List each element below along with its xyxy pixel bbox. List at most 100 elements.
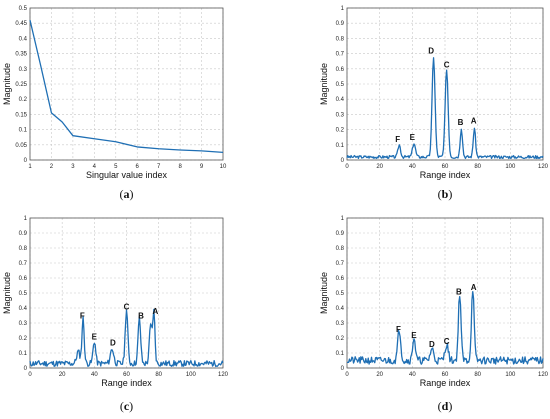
peak-label-b: B (458, 118, 464, 127)
x-tick-label: 100 (505, 372, 516, 378)
x-tick-label: 2 (50, 164, 54, 170)
x-axis-label: Singular value index (86, 170, 168, 180)
y-tick-label: 0.9 (19, 231, 28, 237)
peak-label-a: A (471, 283, 477, 292)
peak-label-d: D (428, 47, 434, 56)
y-tick-label: 0.9 (336, 21, 345, 27)
y-tick-label: 0.1 (19, 351, 28, 357)
y-tick-label: 0.7 (336, 261, 345, 267)
plot-frame (29, 7, 224, 161)
caption-open: ( (120, 399, 124, 413)
y-tick-label: 0.5 (336, 291, 345, 297)
caption-open: ( (438, 399, 442, 413)
x-tick-label: 0 (28, 372, 32, 378)
panel-caption: (d) (438, 399, 453, 413)
x-tick-label: 80 (155, 372, 162, 378)
y-tick-label: 0.2 (19, 97, 28, 103)
caption-open: ( (120, 187, 124, 201)
y-axis-label: Magnitude (2, 272, 12, 314)
x-tick-label: 6 (136, 164, 140, 170)
plot-frame (346, 7, 544, 161)
y-tick-label: 0.1 (336, 351, 345, 357)
y-tick-label: 0 (341, 158, 345, 164)
caption-close: ) (448, 399, 452, 413)
x-tick-label: 80 (474, 372, 481, 378)
peak-label-e: E (411, 331, 417, 340)
y-tick-label: 0.7 (19, 261, 28, 267)
peak-label-b: B (456, 288, 462, 297)
y-tick-label: 0.2 (336, 336, 345, 342)
y-tick-label: 0.6 (336, 276, 345, 282)
peak-label-a: A (153, 307, 159, 316)
y-tick-label: 0.5 (19, 291, 28, 297)
caption-close: ) (129, 399, 133, 413)
y-axis-label: Magnitude (319, 63, 329, 105)
y-tick-label: 0.1 (19, 128, 28, 134)
peak-label-e: E (92, 333, 98, 342)
x-tick-label: 60 (442, 372, 449, 378)
x-tick-label: 60 (442, 164, 449, 170)
caption-open: ( (438, 187, 442, 201)
x-axis-label: Range index (420, 170, 471, 180)
panel-caption: (c) (120, 399, 133, 413)
caption-letter: c (124, 399, 130, 413)
caption-close: ) (130, 187, 134, 201)
x-axis-label: Range index (101, 378, 152, 388)
peak-label-e: E (410, 133, 416, 142)
y-tick-label: 0.9 (336, 231, 345, 237)
chart-b: 0 20 40 60 80 100 120 0 0.1 0.2 0.3 0.4 0.5 0.6 0.7 0.8… (319, 6, 549, 201)
y-tick-label: 0.5 (19, 6, 28, 12)
y-tick-label: 0.6 (336, 67, 345, 73)
y-tick-label: 0.4 (19, 306, 28, 312)
x-tick-label: 0 (345, 372, 349, 378)
peak-label-b: B (138, 312, 144, 321)
x-tick-label: 100 (186, 372, 197, 378)
y-tick-label: 0.4 (336, 306, 345, 312)
y-axis-label: Magnitude (319, 272, 329, 314)
y-tick-label: 0.2 (336, 128, 345, 134)
chart-c: 0 20 40 60 80 100 120 0 0.1 0.2 0.3 0.4 0.5 0.6 0.7 0.8… (2, 216, 229, 413)
peak-label-d: D (429, 340, 435, 349)
y-tick-label: 0.4 (19, 36, 28, 42)
x-tick-label: 120 (538, 164, 549, 170)
x-tick-label: 40 (91, 372, 98, 378)
x-tick-label: 0 (345, 164, 349, 170)
x-axis-label: Range index (420, 378, 471, 388)
series-line (29, 20, 224, 154)
y-tick-label: 0.05 (15, 143, 27, 149)
x-tick-label: 40 (409, 164, 416, 170)
x-tick-label: 10 (220, 164, 227, 170)
y-tick-label: 0.8 (19, 246, 28, 252)
x-tick-label: 120 (218, 372, 229, 378)
y-tick-label: 0.8 (336, 36, 345, 42)
y-axis-label: Magnitude (2, 63, 12, 105)
y-tick-label: 0.8 (336, 246, 345, 252)
series-line (29, 308, 224, 368)
x-tick-label: 120 (538, 372, 549, 378)
peak-label-f: F (80, 312, 85, 321)
x-tick-label: 20 (376, 164, 383, 170)
y-tick-label: 0.3 (336, 112, 345, 118)
caption-letter: b (442, 187, 449, 201)
caption-close: ) (448, 187, 452, 201)
panel-caption: (b) (438, 187, 453, 201)
y-tick-label: 0.35 (15, 52, 27, 58)
x-tick-label: 80 (474, 164, 481, 170)
x-tick-label: 20 (59, 372, 66, 378)
y-tick-label: 0.5 (336, 82, 345, 88)
chart-a: 1 2 3 4 5 6 7 8 9 10 0 0.05 0.1 0.15 0.2 0.25 0.3 0.35 0.4… (2, 6, 227, 201)
x-tick-label: 100 (505, 164, 516, 170)
x-tick-label: 8 (178, 164, 182, 170)
y-tick-label: 0.3 (19, 67, 28, 73)
peak-label-a: A (471, 117, 477, 126)
panel-caption: (a) (120, 187, 134, 201)
caption-letter: d (442, 399, 449, 413)
plot-frame (29, 217, 224, 369)
y-tick-label: 1 (341, 216, 345, 222)
peak-label-f: F (396, 325, 401, 334)
peak-label-c: C (124, 303, 130, 312)
y-tick-label: 0.6 (19, 276, 28, 282)
y-tick-label: 0.3 (336, 321, 345, 327)
y-tick-label: 0.3 (19, 321, 28, 327)
